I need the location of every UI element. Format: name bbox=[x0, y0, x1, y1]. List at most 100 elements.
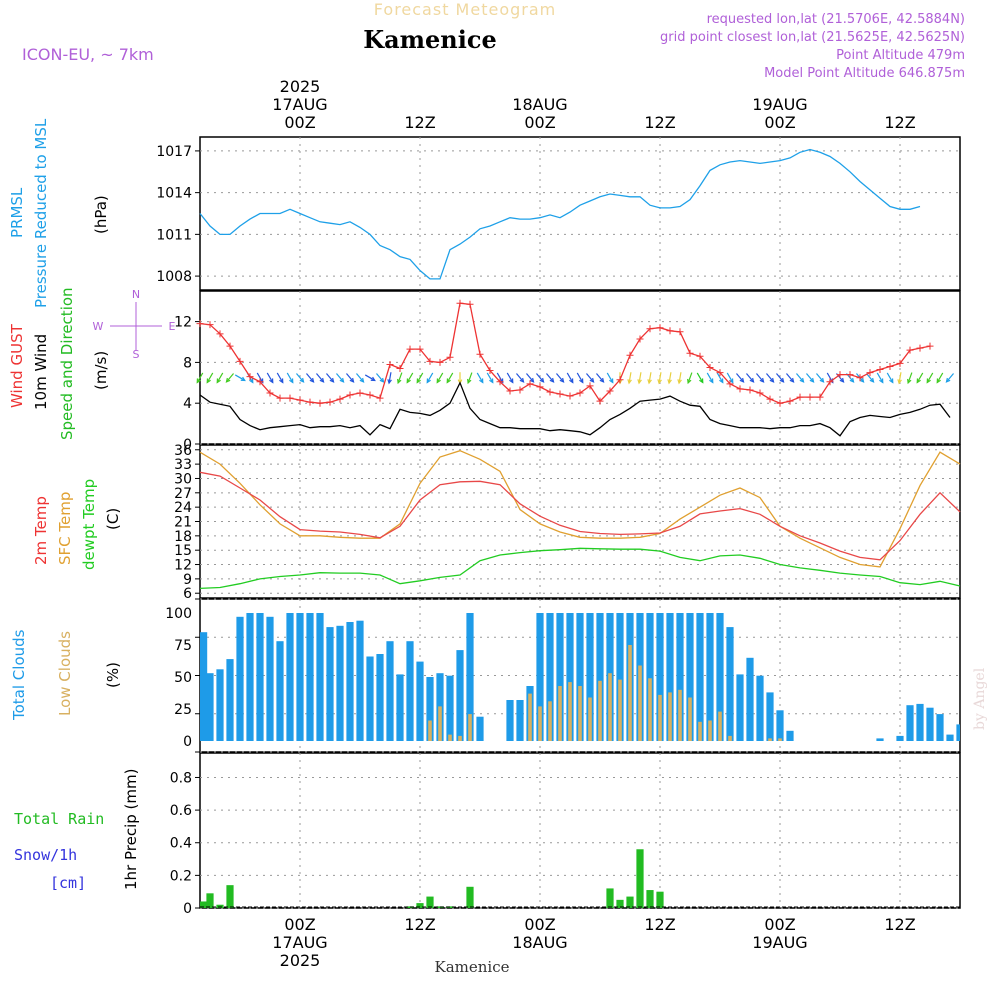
wind-arrow-shaft bbox=[696, 372, 704, 383]
wind-arrow bbox=[576, 372, 584, 384]
wind-arrow bbox=[726, 372, 734, 384]
wind-arrow bbox=[866, 373, 875, 383]
y-tick-label-precip: 0.6 bbox=[170, 803, 192, 819]
wind-gust-marker bbox=[736, 385, 744, 393]
wind-arrow-shaft bbox=[668, 372, 672, 384]
total-cloud-bar bbox=[266, 616, 274, 741]
wind-gust-marker bbox=[206, 321, 214, 329]
wind-gust-marker bbox=[726, 380, 734, 388]
total-cloud-bar bbox=[466, 613, 474, 741]
wind-arrow-shaft bbox=[596, 373, 604, 383]
wind-gust-marker bbox=[316, 399, 324, 407]
y-tick-label-clouds: 75 bbox=[174, 638, 192, 654]
wind-arrow-shaft bbox=[526, 373, 534, 383]
wind-gust-marker bbox=[676, 328, 684, 336]
low-cloud-bar bbox=[628, 645, 632, 741]
wind-arrow-shaft bbox=[786, 373, 794, 383]
wind-arrow-head bbox=[196, 378, 201, 384]
wind-arrow bbox=[756, 373, 765, 383]
y-tick-label-precip: 0.4 bbox=[170, 836, 192, 852]
wind-gust-marker bbox=[766, 395, 774, 403]
compass-w: W bbox=[93, 320, 104, 333]
wind-arrow-head bbox=[839, 377, 845, 383]
precip-snow-label: Snow/1h bbox=[14, 846, 77, 864]
wind-arrow-shaft bbox=[356, 373, 364, 383]
wind-arrow-shaft bbox=[234, 374, 246, 381]
wind-gust-marker bbox=[216, 330, 224, 338]
y-tick-label-temp: 21 bbox=[174, 515, 192, 531]
wind-arrow-head bbox=[269, 378, 274, 384]
wind-arrow bbox=[206, 372, 214, 384]
wind-gust-marker bbox=[616, 376, 624, 384]
wind-arrow-shaft bbox=[916, 372, 924, 383]
wind-gust-marker bbox=[406, 345, 414, 353]
y-tick-label-clouds: 0 bbox=[183, 734, 192, 750]
wind-arrow-head bbox=[519, 377, 525, 383]
low-cloud-bar bbox=[608, 673, 612, 741]
low-cloud-bar bbox=[688, 697, 692, 741]
wind-arrow-shaft bbox=[286, 372, 294, 383]
wind-gust-marker bbox=[486, 367, 494, 375]
wind-gust-marker bbox=[426, 357, 434, 365]
grid-point-coords: grid point closest lon,lat (21.5625E, 42… bbox=[660, 30, 965, 45]
wind-arrow-shaft bbox=[746, 373, 754, 383]
wind-arrow bbox=[796, 373, 805, 383]
wind-arrow-shaft bbox=[336, 373, 344, 383]
wind-arrow-shaft bbox=[556, 373, 564, 383]
y-tick-label-pressure: 1008 bbox=[156, 269, 192, 285]
total-cloud-bar bbox=[216, 669, 224, 741]
wind-arrow bbox=[276, 372, 284, 384]
total-cloud-bar bbox=[956, 724, 960, 741]
wind-arrow bbox=[266, 372, 274, 384]
wind-gust-marker bbox=[856, 374, 864, 382]
total-cloud-bar bbox=[286, 613, 294, 741]
wind-gust-marker bbox=[466, 300, 474, 308]
wind-arrow-shaft bbox=[648, 372, 652, 384]
wind-arrow-shaft bbox=[606, 372, 614, 383]
top-time-label: 12Z bbox=[404, 113, 435, 132]
low-cloud-bar bbox=[528, 693, 532, 741]
wind-dir-label: Speed and Direction bbox=[58, 287, 76, 440]
wind-arrow-shaft bbox=[576, 372, 584, 383]
wind-arrow-shaft bbox=[196, 372, 204, 383]
panel-frame-pressure bbox=[199, 136, 961, 291]
wind-gust-marker bbox=[226, 342, 234, 350]
wind-arrow bbox=[816, 373, 825, 383]
wind-arrow-head bbox=[789, 377, 795, 383]
precip-bar bbox=[656, 891, 664, 908]
y-tick-label-wind: 4 bbox=[183, 396, 192, 412]
wind-arrow-shaft bbox=[416, 372, 424, 383]
wind-gust-marker bbox=[266, 389, 274, 397]
wind-arrow-head bbox=[769, 377, 775, 383]
pressure-unit: (hPa) bbox=[92, 195, 110, 234]
wind-arrow-head bbox=[759, 377, 765, 383]
wind-arrow bbox=[296, 373, 305, 383]
wind-arrow-shaft bbox=[936, 372, 944, 383]
low-cloud-bar bbox=[438, 706, 442, 741]
wind-gust-marker bbox=[666, 327, 674, 335]
wind-gust-marker bbox=[686, 349, 694, 357]
wind-gust-marker bbox=[336, 395, 344, 403]
wind-arrow bbox=[506, 372, 514, 384]
total-cloud-bar bbox=[936, 714, 944, 741]
y-tick-label-temp: 27 bbox=[174, 486, 192, 502]
wind-arrow bbox=[546, 373, 555, 383]
wind-arrow bbox=[776, 373, 785, 383]
wind-arrow-head bbox=[719, 378, 724, 384]
wind-gust-line bbox=[199, 302, 931, 404]
wind-arrow-head bbox=[479, 378, 484, 384]
model-label: ICON-EU, ~ 7km bbox=[22, 45, 154, 64]
panel-frame-precip bbox=[199, 752, 961, 909]
wind-arrow-head bbox=[699, 378, 704, 384]
wind-arrow bbox=[677, 372, 682, 385]
y-tick-label-temp: 24 bbox=[174, 500, 192, 516]
wind-gust-marker bbox=[306, 398, 314, 406]
wind-arrow bbox=[886, 372, 894, 384]
wind-arrow-head bbox=[216, 378, 221, 384]
temp-labels: 2m Temp SFC Temp dewpt Temp (C) bbox=[32, 479, 122, 570]
location-title: Kamenice bbox=[363, 25, 497, 54]
low-cloud-bar bbox=[768, 738, 772, 741]
y-tick-labels: 1008101110141017048126912151821242730333… bbox=[156, 144, 192, 917]
wind-arrow-head bbox=[599, 377, 605, 383]
wind-arrow-shaft bbox=[638, 372, 642, 384]
